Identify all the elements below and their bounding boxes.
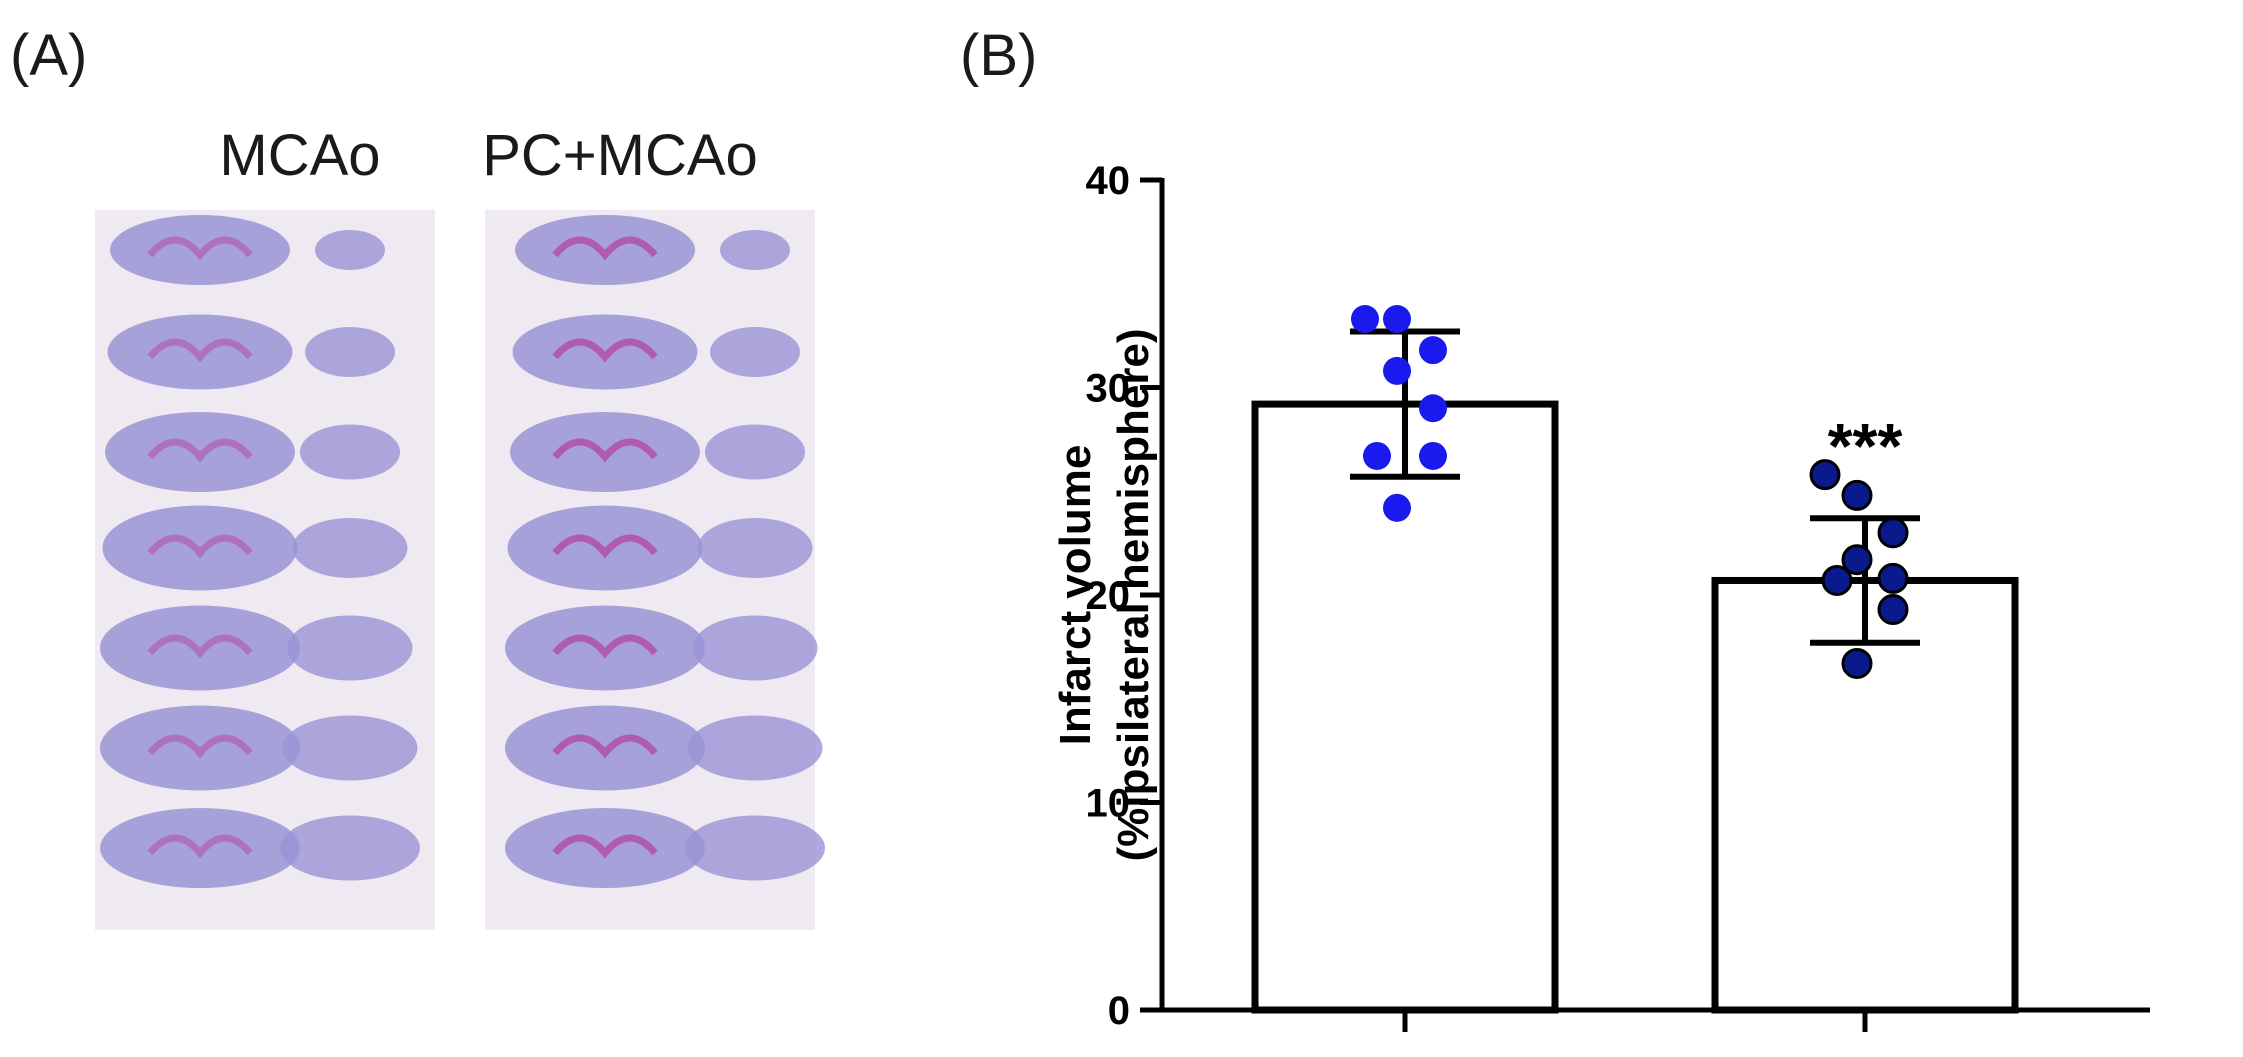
stain-mark bbox=[147, 438, 253, 463]
brain-slice bbox=[280, 815, 420, 881]
brain-slice bbox=[282, 715, 418, 781]
stain-mark bbox=[552, 338, 658, 363]
data-point bbox=[1419, 394, 1447, 423]
data-point bbox=[1809, 459, 1841, 491]
brain-slice bbox=[315, 230, 385, 270]
brain-slice bbox=[697, 518, 813, 578]
photo-group-label-mcao: MCAo bbox=[219, 123, 381, 188]
brain-slice bbox=[292, 518, 408, 578]
y-tick-label: 0 bbox=[1108, 989, 1130, 1033]
data-point bbox=[1383, 356, 1411, 385]
data-point bbox=[1821, 564, 1853, 596]
data-point bbox=[1877, 517, 1909, 549]
stain-mark bbox=[147, 236, 253, 261]
y-tick-label: 20 bbox=[1086, 574, 1131, 618]
bar-0 bbox=[1251, 400, 1559, 1014]
data-point bbox=[1877, 562, 1909, 594]
data-point bbox=[1877, 594, 1909, 626]
stain-mark bbox=[552, 534, 658, 559]
brain-slice bbox=[305, 327, 395, 377]
brain-slice bbox=[287, 615, 413, 681]
data-point bbox=[1841, 479, 1873, 511]
bar-1 bbox=[1711, 576, 2019, 1014]
brain-slice bbox=[687, 715, 823, 781]
brain-slice bbox=[705, 424, 805, 480]
data-point bbox=[1419, 336, 1447, 365]
stain-mark bbox=[147, 834, 253, 859]
stain-mark bbox=[552, 438, 658, 463]
data-point bbox=[1363, 441, 1391, 470]
data-point bbox=[1383, 305, 1411, 334]
data-point bbox=[1383, 493, 1411, 522]
stain-mark bbox=[552, 834, 658, 859]
data-point bbox=[1351, 305, 1379, 334]
brain-slice bbox=[300, 424, 400, 480]
photo-group-label-pc-mcao: PC+MCAo bbox=[482, 123, 758, 188]
y-tick-label: 40 bbox=[1086, 159, 1131, 203]
stain-mark bbox=[552, 734, 658, 759]
y-tick-label: 10 bbox=[1086, 782, 1131, 826]
data-point bbox=[1841, 647, 1873, 679]
y-tick-label: 30 bbox=[1086, 367, 1131, 411]
brain-slices-photo bbox=[95, 210, 825, 930]
data-point bbox=[1841, 544, 1873, 576]
stain-mark bbox=[147, 338, 253, 363]
stain-mark bbox=[552, 236, 658, 261]
significance-label: *** bbox=[1828, 410, 1903, 482]
panel-a-label: (A) bbox=[10, 23, 88, 88]
y-axis-label-line2: (%ipsilateral hemisphere) bbox=[1109, 328, 1158, 861]
brain-slice bbox=[720, 230, 790, 270]
y-axis-label-line1: Infarct volume bbox=[1051, 445, 1100, 746]
panel-b-label: (B) bbox=[960, 23, 1038, 88]
stain-mark bbox=[147, 634, 253, 659]
stain-mark bbox=[552, 634, 658, 659]
stain-mark bbox=[147, 534, 253, 559]
brain-slice bbox=[692, 615, 818, 681]
data-point bbox=[1419, 441, 1447, 470]
stain-mark bbox=[147, 734, 253, 759]
brain-slice bbox=[710, 327, 800, 377]
brain-slice bbox=[685, 815, 825, 881]
